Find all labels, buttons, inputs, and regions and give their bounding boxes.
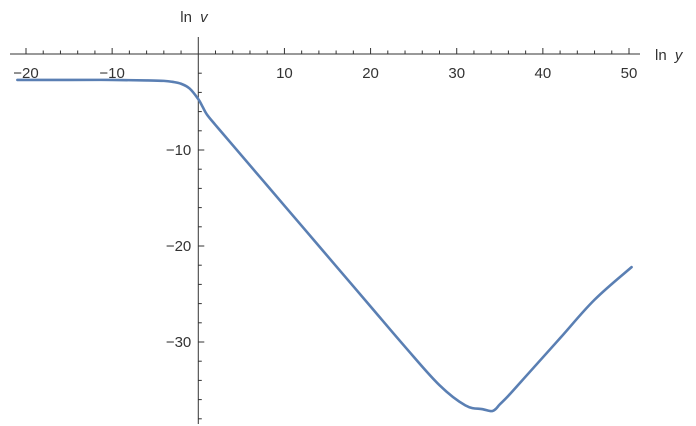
ticks-layer	[25, 48, 630, 420]
y-axis-title: ln v	[180, 9, 209, 26]
series-line	[16, 78, 633, 413]
x-tick-label: −20	[13, 65, 38, 82]
y-tick-label: −20	[166, 238, 191, 255]
series-layer	[16, 78, 633, 413]
y-tick-label: −30	[166, 334, 191, 351]
x-axis-title-prefix: ln	[655, 47, 667, 64]
x-axis-title-var: y	[674, 47, 684, 64]
x-axis-title: ln y	[655, 47, 684, 64]
x-tick-label: 20	[362, 65, 379, 82]
y-tick-label: −10	[166, 142, 191, 159]
x-tick-label: 40	[535, 65, 552, 82]
x-tick-label: 50	[621, 65, 638, 82]
x-tick-label: −10	[99, 65, 124, 82]
x-tick-label: 30	[448, 65, 465, 82]
y-axis-title-prefix: ln	[180, 9, 192, 26]
y-axis-title-var: v	[200, 9, 209, 26]
x-tick-label: 10	[276, 65, 293, 82]
tick-labels-layer: −20 −10 10 20 30 40 50 −10 −20 −30	[13, 65, 637, 351]
